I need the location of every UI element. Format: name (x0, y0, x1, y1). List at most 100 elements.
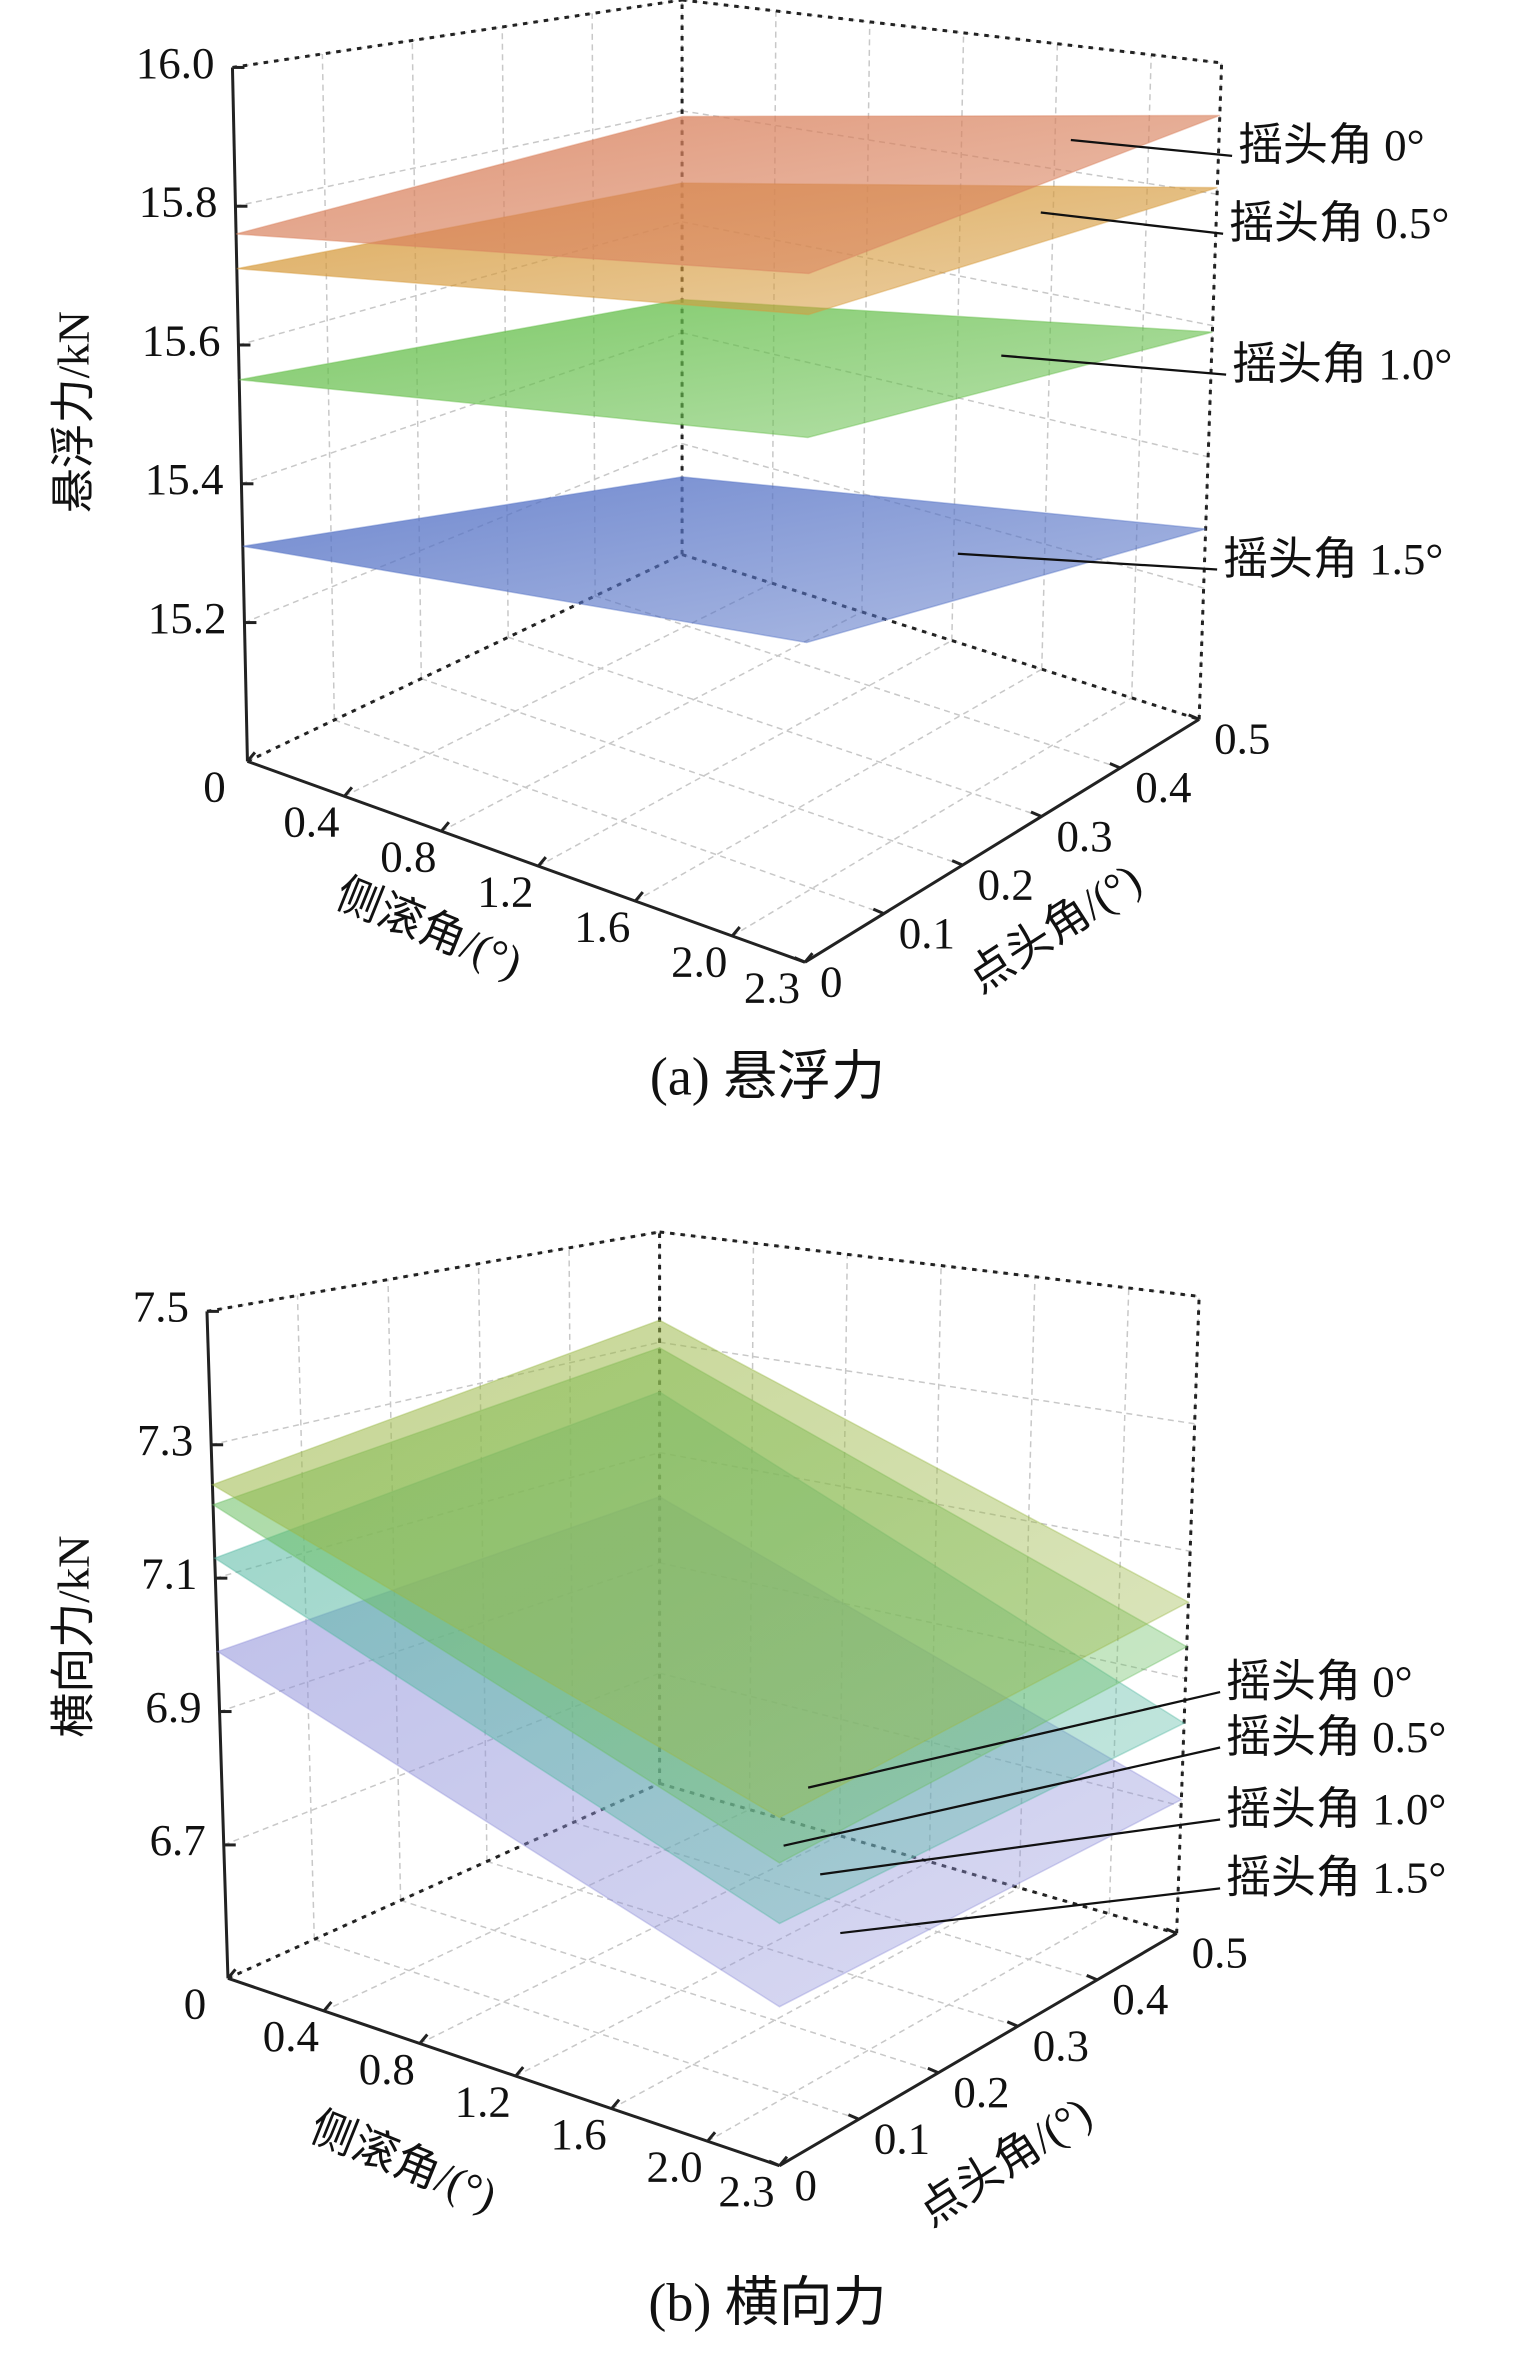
grid-line (235, 110, 683, 207)
x-tick (610, 2098, 621, 2110)
grid-line (1130, 54, 1152, 698)
grid-line (594, 595, 1121, 769)
x-tick (418, 2033, 429, 2045)
z-tick-label: 7.3 (137, 1415, 193, 1465)
z-tick-label: 16.0 (136, 38, 215, 88)
leader-line (820, 1818, 1221, 1876)
x-tick-label: 2.3 (744, 962, 800, 1012)
grid-line (731, 697, 1133, 937)
legend-label: 摇头角 1.0° (1232, 339, 1452, 389)
box-edge (659, 1230, 1200, 1298)
grid-line (296, 1295, 316, 1940)
z-axis (230, 67, 249, 762)
x-tick-label: 0.4 (263, 2011, 319, 2061)
grid-line (241, 332, 683, 485)
x-tick (343, 786, 354, 798)
y-tick (847, 2113, 860, 2121)
leader-line (783, 1746, 1221, 1847)
surface (210, 1319, 1190, 1819)
legend-label: 摇头角 0.5° (1226, 1712, 1446, 1762)
y-tick (768, 2159, 781, 2168)
legend-label: 摇头角 0.5° (1229, 198, 1449, 248)
grid-line (634, 668, 1043, 902)
x-tick (514, 2066, 525, 2078)
y-tick (793, 956, 806, 964)
grid-line (421, 677, 963, 866)
y-tick-label: 0.4 (1112, 1974, 1168, 2024)
y-tick-label: 0.3 (1033, 2021, 1089, 2071)
x-tick (440, 821, 451, 833)
grid-line (314, 1938, 860, 2120)
y-tick (1006, 2020, 1019, 2028)
grid-line (707, 1913, 1110, 2142)
z-tick-label: 15.8 (139, 177, 218, 227)
x-axis (227, 1976, 780, 2168)
x-axis (246, 759, 806, 964)
y-axis (778, 1932, 1178, 2167)
y-tick (872, 907, 885, 916)
z-tick-label: 6.9 (145, 1682, 201, 1732)
y-tick (1165, 1927, 1178, 1935)
z-tick-label: 15.6 (142, 315, 221, 365)
y-tick (1086, 1973, 1098, 1982)
x-tick-label: 2.0 (646, 2142, 702, 2192)
leader-line (807, 1690, 1221, 1789)
grid-line (387, 1279, 402, 1901)
grid-line (507, 636, 1042, 818)
grid-line (537, 639, 953, 867)
y-tick (1109, 762, 1121, 770)
surface (239, 298, 1213, 439)
x-tick-label: 1.2 (477, 866, 533, 916)
x-tick (322, 2000, 333, 2012)
y-tick-label: 0.1 (899, 908, 955, 958)
x-tick (706, 2131, 717, 2143)
x-tick-label: 0.4 (283, 797, 339, 847)
y-tick (1188, 713, 1200, 721)
x-tick-label: 1.6 (574, 901, 630, 951)
z-tick-label: 6.7 (150, 1815, 206, 1865)
legend-label: 摇头角 1.5° (1226, 1853, 1446, 1903)
x-tick-label: 1.2 (455, 2076, 511, 2126)
x-tick-label: 0.8 (380, 831, 436, 881)
x-tick-label: 0 (203, 762, 225, 812)
grid-line (681, 110, 1218, 195)
z-tick-label: 7.5 (133, 1282, 189, 1332)
x-tick-label: 2.3 (718, 2166, 774, 2216)
leader-line (1040, 211, 1224, 235)
grid-line (334, 719, 885, 915)
box-edge (206, 1230, 660, 1313)
grid-line (238, 221, 683, 346)
legend-label: 摇头角 0° (1226, 1656, 1413, 1706)
box-edge (681, 553, 1200, 721)
grid-line (611, 1887, 1020, 2110)
x-tick (226, 1968, 237, 1980)
z-axis (205, 1311, 230, 1979)
z-axis-label: 悬浮力/kN (48, 311, 98, 513)
box-edge (681, 0, 1222, 65)
y-tick (1030, 810, 1043, 818)
caption: (a) 悬浮力 (650, 1046, 885, 1106)
z-tick-label: 7.1 (141, 1548, 197, 1598)
grid-line (227, 1782, 660, 1980)
x-tick-label: 2.0 (671, 936, 727, 986)
y-tick-label: 0.5 (1192, 1928, 1248, 1978)
leader-line (840, 1887, 1221, 1935)
y-tick-label: 0.1 (874, 2113, 930, 2163)
chart: 6.7 6.9 7.1 7.3 7.5 0 0.4 0.8 1.2 1.6 2.0 2.3 0 0.1 0.… (48, 1230, 1446, 2332)
z-axis-label: 横向力/kN (48, 1535, 98, 1737)
y-axis (804, 718, 1200, 964)
legend-label: 摇头角 1.0° (1226, 1784, 1446, 1834)
caption: (b) 横向力 (648, 2272, 886, 2332)
x-tick (731, 926, 741, 937)
leader-line (1001, 354, 1227, 376)
grid-line (232, 0, 683, 69)
legend-label: 摇头角 1.5° (1223, 534, 1443, 584)
y-tick-label: 0.5 (1214, 714, 1270, 764)
y-tick-label: 0.4 (1135, 762, 1191, 812)
box-edge (1175, 1296, 1201, 1934)
x-tick-label: 0.8 (359, 2044, 415, 2094)
y-tick-label: 0.2 (978, 859, 1034, 909)
box-edge (1197, 62, 1224, 720)
